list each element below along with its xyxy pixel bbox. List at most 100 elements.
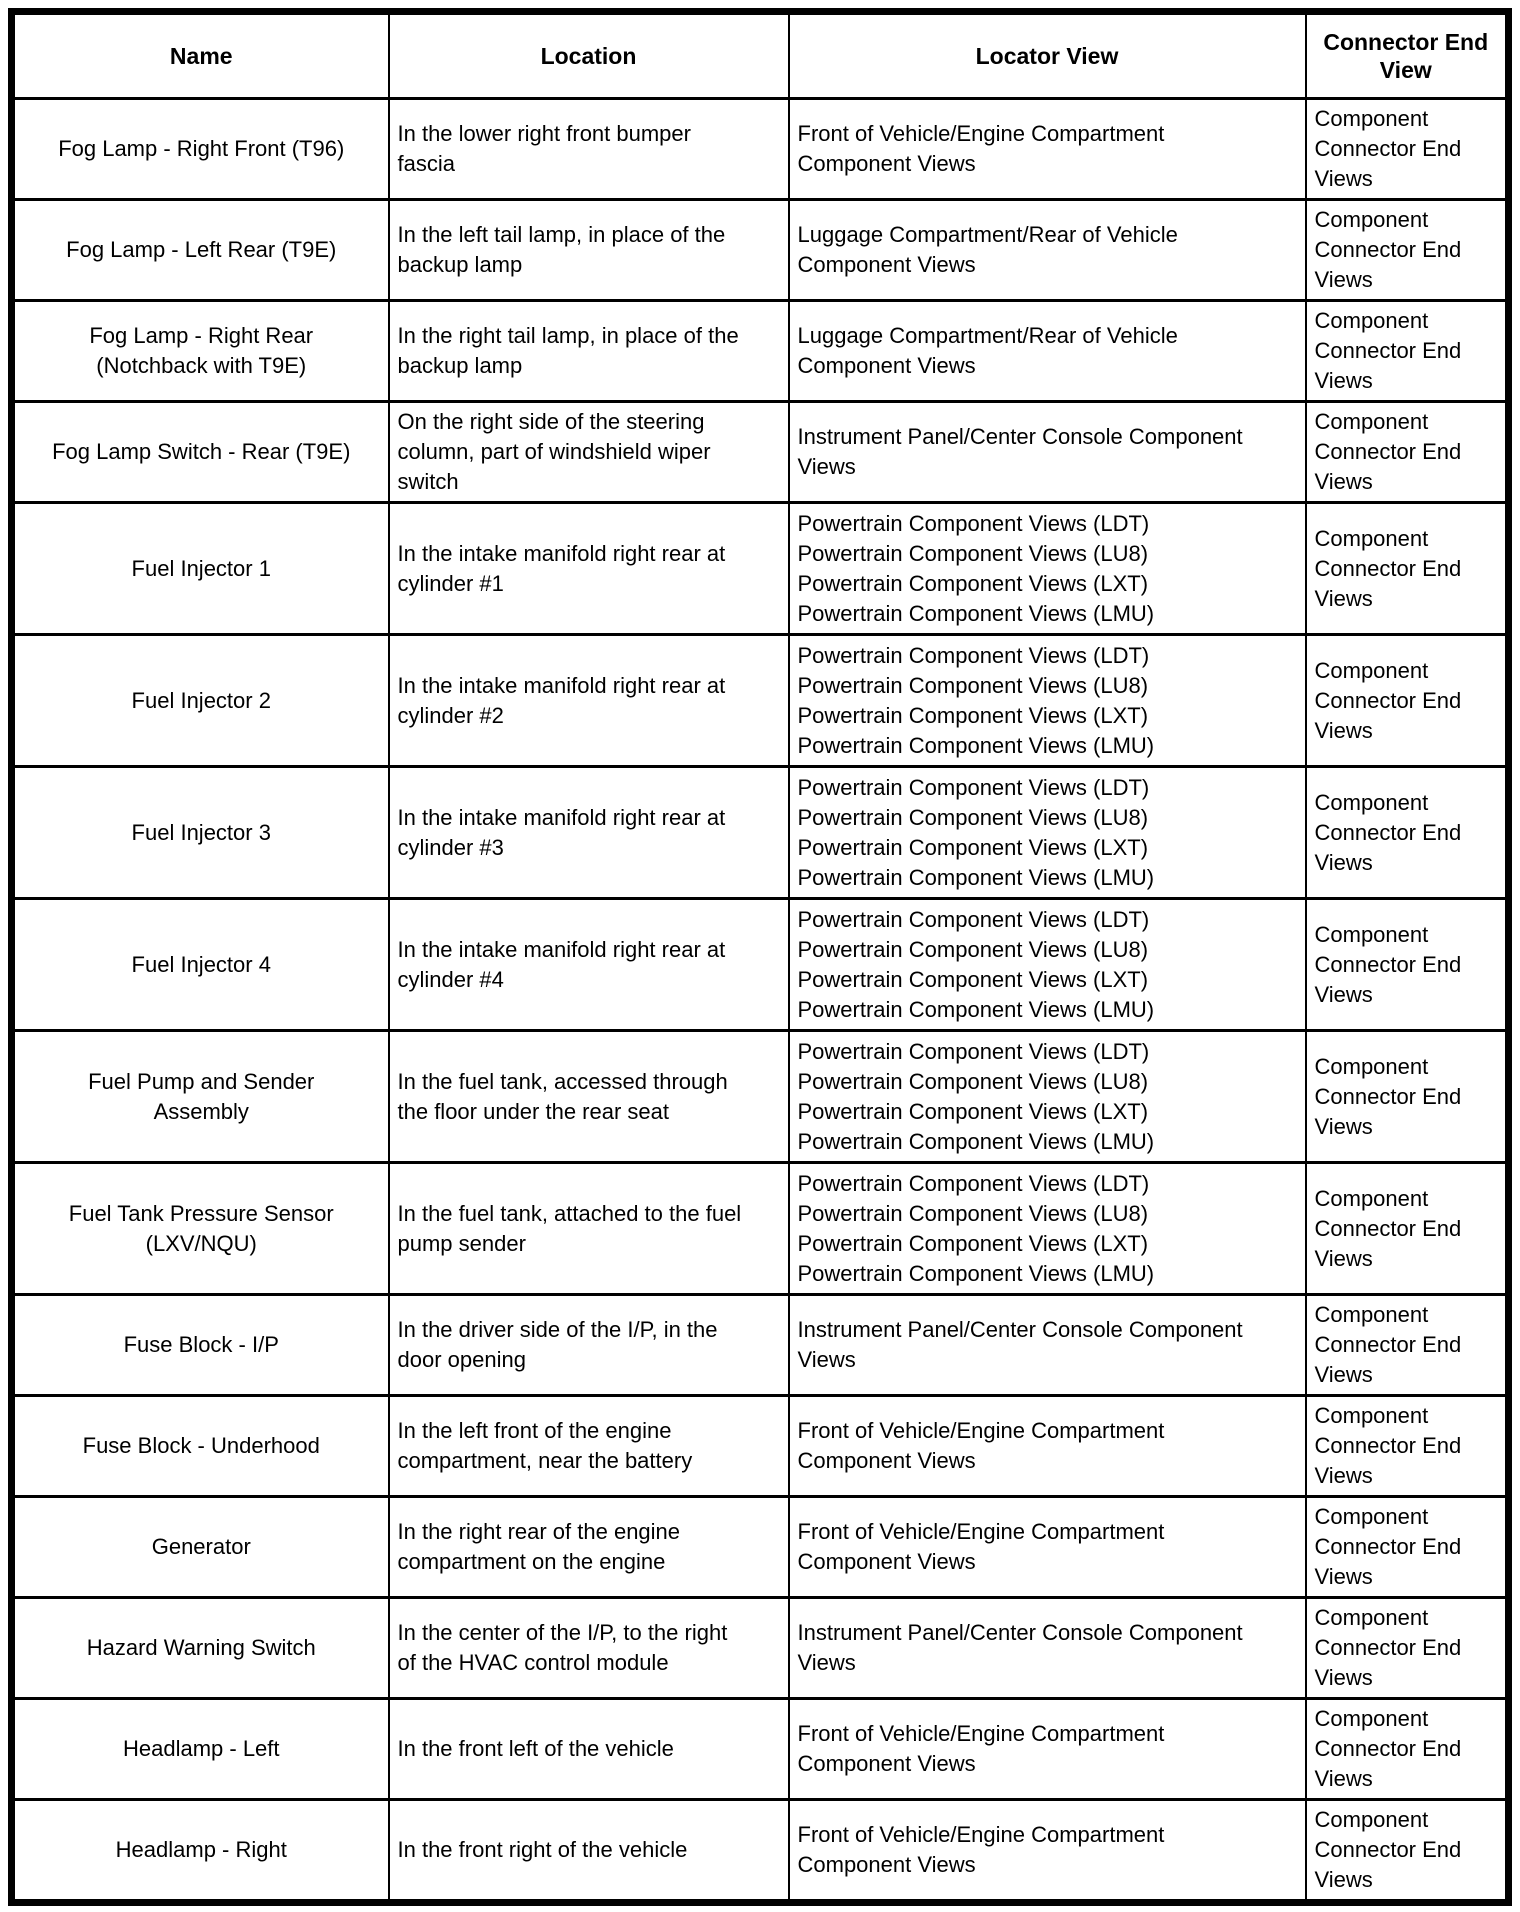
table-row: Fuel Injector 1 In the intake manifold r… (10, 501, 1510, 636)
locator-view-line: Powertrain Component Views (LU8) (797, 804, 1149, 830)
locator-view-cell: Instrument Panel/Center Console Componen… (787, 1596, 1307, 1700)
locator-view-line: Powertrain Component Views (LMU) (797, 864, 1155, 890)
locator-view-line: Powertrain Component Views (LXT) (797, 966, 1149, 992)
connector-end-view-cell: Component Connector End Views (1304, 97, 1510, 201)
locator-view-line: Powertrain Component Views (LDT) (797, 642, 1150, 668)
locator-view-line: Powertrain Component Views (LXT) (797, 570, 1149, 596)
locator-view-line: Powertrain Component Views (LU8) (797, 1068, 1149, 1094)
table-header: Name Location Locator View Connector End… (10, 10, 1510, 100)
name-cell: Fog Lamp Switch - Rear (T9E) (10, 400, 390, 504)
table-row: Fuel Injector 2 In the intake manifold r… (10, 633, 1510, 768)
connector-end-view-cell: Component Connector End Views (1304, 633, 1510, 768)
location-cell: In the intake manifold right rear at cyl… (387, 897, 790, 1032)
connector-end-view-cell: Component Connector End Views (1304, 1161, 1510, 1296)
locator-view-line: Powertrain Component Views (LDT) (797, 510, 1150, 536)
name-cell: Fuel Injector 2 (10, 633, 390, 768)
locator-view-line: Powertrain Component Views (LXT) (797, 702, 1149, 728)
locator-view-line: Powertrain Component Views (LMU) (797, 1260, 1155, 1286)
locator-view-line: Front of Vehicle/Engine Compartment Comp… (797, 1418, 1165, 1473)
connector-end-view-cell: Component Connector End Views (1304, 765, 1510, 900)
name-cell: Fuel Injector 3 (10, 765, 390, 900)
connector-end-view-cell: Component Connector End Views (1304, 1029, 1510, 1164)
locator-view-cell: Powertrain Component Views (LDT) Powertra… (787, 897, 1307, 1032)
locator-view-cell: Instrument Panel/Center Console Componen… (787, 400, 1307, 504)
locator-view-line: Powertrain Component Views (LMU) (797, 600, 1155, 626)
locator-view-line: Powertrain Component Views (LXT) (797, 1098, 1149, 1124)
connector-end-view-cell: Component Connector End Views (1304, 501, 1510, 636)
name-cell: Headlamp - Left (10, 1697, 390, 1801)
locator-view-cell: Powertrain Component Views (LDT) Powertra… (787, 633, 1307, 768)
table-row: Fuse Block - I/P In the driver side of t… (10, 1293, 1510, 1397)
location-cell: In the fuel tank, attached to the fuel p… (387, 1161, 790, 1296)
locator-view-cell: Front of Vehicle/Engine Compartment Comp… (787, 97, 1307, 201)
connector-end-view-cell: Component Connector End Views (1304, 897, 1510, 1032)
location-cell: In the left front of the engine compartm… (387, 1394, 790, 1498)
locator-view-cell: Powertrain Component Views (LDT) Powertra… (787, 765, 1307, 900)
locator-view-cell: Powertrain Component Views (LDT) Powertra… (787, 1029, 1307, 1164)
name-cell: Fuel Injector 1 (10, 501, 390, 636)
locator-view-line: Front of Vehicle/Engine Compartment Comp… (797, 121, 1165, 176)
connector-end-view-cell: Component Connector End Views (1304, 1495, 1510, 1599)
location-cell: In the fuel tank, accessed through the f… (387, 1029, 790, 1164)
table-row: Fuse Block - Underhood In the left front… (10, 1394, 1510, 1498)
name-cell: Fuel Pump and Sender Assembly (10, 1029, 390, 1164)
locator-view-cell: Luggage Compartment/Rear of Vehicle Comp… (787, 198, 1307, 302)
table-row: Fog Lamp Switch - Rear (T9E) On the righ… (10, 400, 1510, 504)
table-row: Fuel Injector 3 In the intake manifold r… (10, 765, 1510, 900)
locator-view-line: Powertrain Component Views (LDT) (797, 906, 1150, 932)
locator-view-line: Powertrain Component Views (LMU) (797, 732, 1155, 758)
name-cell: Fuse Block - I/P (10, 1293, 390, 1397)
locator-view-cell: Powertrain Component Views (LDT) Powertra… (787, 501, 1307, 636)
location-cell: In the right tail lamp, in place of the … (387, 299, 790, 403)
locator-view-line: Powertrain Component Views (LDT) (797, 774, 1150, 800)
table-row: Fuel Pump and Sender Assembly In the fue… (10, 1029, 1510, 1164)
name-cell: Fog Lamp - Left Rear (T9E) (10, 198, 390, 302)
column-header-name: Name (10, 10, 390, 100)
name-cell: Fog Lamp - Right Front (T96) (10, 97, 390, 201)
table-row: Fog Lamp - Right Front (T96) In the lowe… (10, 97, 1510, 201)
table-row: Generator In the right rear of the engin… (10, 1495, 1510, 1599)
connector-end-view-cell: Component Connector End Views (1304, 1394, 1510, 1498)
locator-view-line: Powertrain Component Views (LDT) (797, 1170, 1150, 1196)
table-row: Headlamp - Left In the front left of the… (10, 1697, 1510, 1801)
location-cell: In the driver side of the I/P, in the do… (387, 1293, 790, 1397)
locator-view-line: Instrument Panel/Center Console Componen… (797, 1317, 1243, 1372)
locator-view-cell: Powertrain Component Views (LDT) Powertra… (787, 1161, 1307, 1296)
locator-view-line: Powertrain Component Views (LU8) (797, 1200, 1149, 1226)
locator-view-cell: Instrument Panel/Center Console Componen… (787, 1293, 1307, 1397)
connector-end-view-cell: Component Connector End Views (1304, 198, 1510, 302)
locator-view-line: Instrument Panel/Center Console Componen… (797, 424, 1243, 479)
component-locator-table: Name Location Locator View Connector End… (8, 8, 1512, 1906)
connector-end-view-cell: Component Connector End Views (1304, 1293, 1510, 1397)
locator-view-line: Luggage Compartment/Rear of Vehicle Comp… (797, 323, 1178, 378)
locator-view-line: Powertrain Component Views (LMU) (797, 996, 1155, 1022)
connector-end-view-cell: Component Connector End Views (1304, 299, 1510, 403)
locator-view-cell: Front of Vehicle/Engine Compartment Comp… (787, 1798, 1307, 1904)
name-cell: Generator (10, 1495, 390, 1599)
location-cell: In the front right of the vehicle (387, 1798, 790, 1904)
locator-view-line: Luggage Compartment/Rear of Vehicle Comp… (797, 222, 1178, 277)
connector-end-view-cell: Component Connector End Views (1304, 1697, 1510, 1801)
table-row: Hazard Warning Switch In the center of t… (10, 1596, 1510, 1700)
locator-view-line: Front of Vehicle/Engine Compartment Comp… (797, 1721, 1165, 1776)
name-cell: Fog Lamp - Right Rear (Notchback with T9… (10, 299, 390, 403)
column-header-connector-end-view: Connector End View (1304, 10, 1510, 100)
locator-view-cell: Front of Vehicle/Engine Compartment Comp… (787, 1495, 1307, 1599)
location-cell: In the center of the I/P, to the right o… (387, 1596, 790, 1700)
table-row: Fuel Tank Pressure Sensor (LXV/NQU) In t… (10, 1161, 1510, 1296)
table-row: Fog Lamp - Right Rear (Notchback with T9… (10, 299, 1510, 403)
header-row: Name Location Locator View Connector End… (10, 10, 1510, 100)
location-cell: In the lower right front bumper fascia (387, 97, 790, 201)
name-cell: Fuse Block - Underhood (10, 1394, 390, 1498)
locator-view-line: Powertrain Component Views (LMU) (797, 1128, 1155, 1154)
name-cell: Hazard Warning Switch (10, 1596, 390, 1700)
name-cell: Fuel Injector 4 (10, 897, 390, 1032)
connector-end-view-cell: Component Connector End Views (1304, 400, 1510, 504)
connector-end-view-cell: Component Connector End Views (1304, 1596, 1510, 1700)
location-cell: In the front left of the vehicle (387, 1697, 790, 1801)
location-cell: In the left tail lamp, in place of the b… (387, 198, 790, 302)
column-header-locator-view: Locator View (787, 10, 1307, 100)
connector-end-view-cell: Component Connector End Views (1304, 1798, 1510, 1904)
name-cell: Headlamp - Right (10, 1798, 390, 1904)
locator-view-line: Powertrain Component Views (LU8) (797, 540, 1149, 566)
